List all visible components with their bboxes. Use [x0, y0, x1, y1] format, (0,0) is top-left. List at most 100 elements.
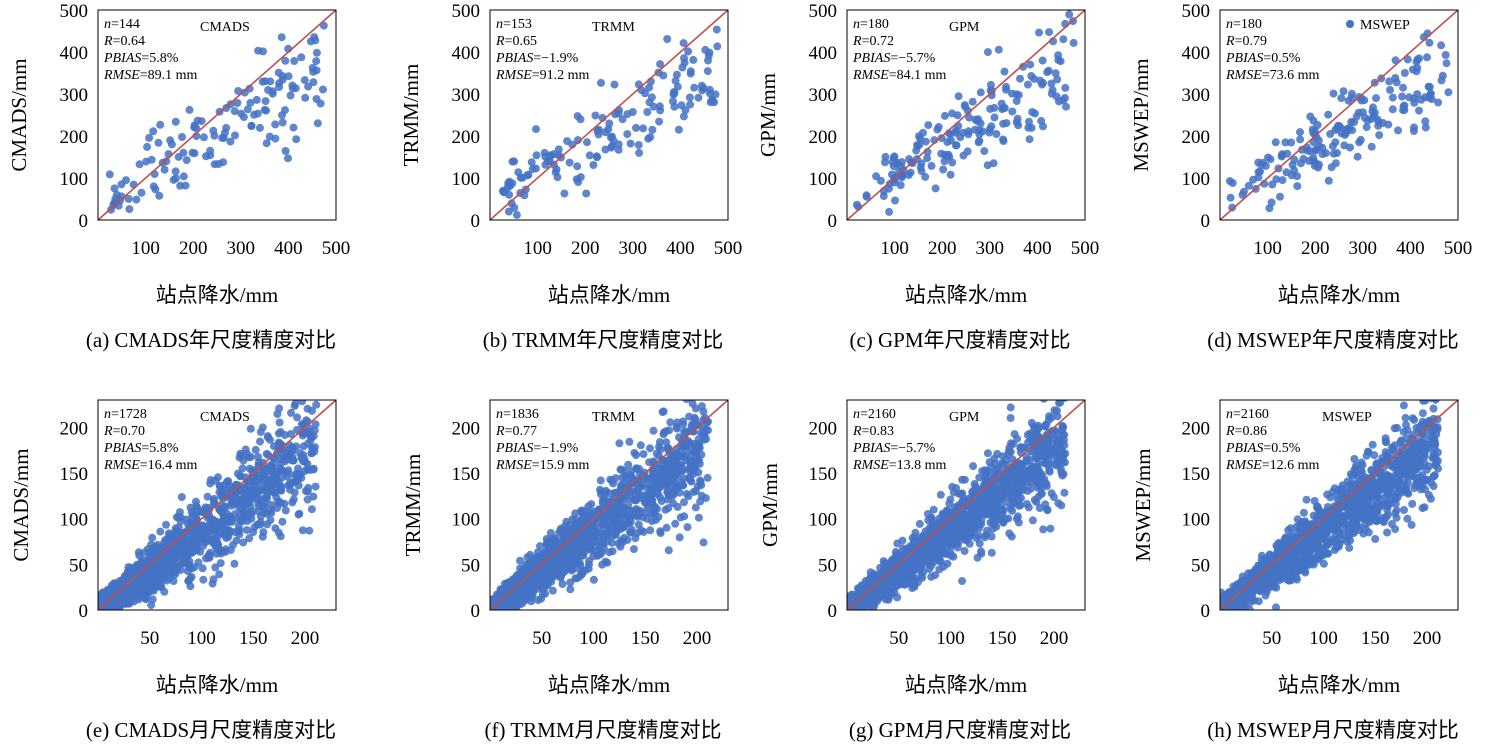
data-point: [617, 480, 626, 489]
data-point: [290, 57, 299, 65]
data-point: [284, 72, 293, 81]
data-point: [605, 548, 614, 557]
data-point: [958, 577, 967, 585]
data-point: [249, 528, 258, 537]
data-point: [254, 507, 263, 516]
data-point: [293, 413, 302, 422]
x-tick-label: 300: [227, 238, 256, 259]
data-point: [1244, 181, 1253, 190]
data-point: [631, 534, 640, 543]
data-point: [679, 420, 688, 429]
data-point: [703, 473, 712, 482]
data-point: [685, 412, 694, 421]
data-point: [187, 532, 196, 541]
data-point: [921, 137, 930, 146]
data-point: [1333, 149, 1341, 157]
data-point: [125, 598, 134, 607]
data-point: [245, 84, 254, 93]
data-point: [230, 559, 239, 568]
data-point: [166, 549, 175, 558]
data-point: [626, 513, 635, 522]
data-point: [986, 80, 995, 89]
data-point: [879, 192, 888, 200]
stat-rmse: RMSE=84.1 mm: [852, 68, 947, 83]
data-point: [606, 489, 615, 498]
data-point: [645, 83, 654, 92]
data-point: [548, 586, 557, 595]
data-point: [115, 577, 124, 586]
legend-label: TRMM: [592, 410, 635, 425]
data-point: [527, 158, 536, 167]
y-tick-label: 150: [452, 464, 481, 485]
y-tick-label: 100: [809, 169, 838, 190]
data-point: [975, 126, 984, 135]
scatter-panel-e: 50 100 150 200050100150200CMADS/mm站点降水/mm(e…: [9, 399, 337, 742]
data-point: [618, 496, 627, 505]
data-point: [960, 101, 969, 110]
data-point: [634, 520, 643, 529]
data-point: [680, 58, 689, 67]
data-point: [1367, 142, 1376, 151]
data-point: [281, 506, 290, 515]
data-point: [679, 39, 688, 48]
data-point: [532, 570, 541, 578]
data-point: [680, 498, 688, 507]
data-point: [311, 420, 320, 429]
data-point: [629, 545, 638, 554]
data-point: [306, 37, 315, 46]
data-point: [1415, 106, 1423, 115]
data-point: [589, 575, 598, 584]
stat-n: n=144: [104, 17, 140, 32]
data-point: [627, 525, 636, 534]
data-point: [663, 35, 672, 43]
data-point: [583, 138, 591, 147]
reference-line-1to1: [98, 400, 336, 610]
data-point: [271, 476, 280, 485]
data-point: [689, 55, 698, 64]
x-axis-title: 站点降水/mm: [548, 673, 671, 697]
data-point: [639, 124, 648, 133]
data-point: [219, 158, 228, 167]
data-point: [261, 77, 270, 86]
data-point: [306, 435, 315, 444]
data-point: [289, 478, 298, 487]
data-point: [683, 523, 692, 532]
data-point: [623, 130, 632, 139]
data-point: [1257, 160, 1266, 169]
data-point: [1239, 187, 1248, 196]
data-point: [576, 547, 585, 556]
y-tick-label: 0: [471, 601, 481, 622]
data-point: [607, 143, 616, 152]
data-point: [578, 506, 586, 515]
data-point: [211, 476, 220, 485]
data-point: [148, 533, 157, 542]
data-point: [647, 496, 656, 505]
y-tick-label: 400: [1182, 43, 1211, 64]
data-point: [1357, 96, 1366, 105]
plot-frame: [1219, 9, 1459, 221]
data-point: [1008, 107, 1017, 116]
data-point: [247, 121, 256, 130]
data-point: [666, 462, 675, 471]
data-point: [252, 95, 261, 104]
data-point: [298, 431, 307, 440]
data-point: [307, 505, 316, 514]
data-point: [216, 559, 225, 568]
data-point: [210, 538, 219, 547]
data-point: [298, 526, 307, 535]
data-point: [568, 526, 577, 535]
data-point: [1025, 135, 1034, 144]
data-point: [510, 157, 519, 166]
data-point: [552, 568, 561, 577]
data-point: [662, 523, 671, 532]
data-point: [1226, 193, 1235, 202]
data-point: [543, 581, 552, 590]
data-point: [185, 105, 194, 114]
data-point: [282, 468, 291, 477]
stat-r: R=0.77: [495, 424, 537, 439]
data-point: [1437, 76, 1446, 85]
data-point: [587, 500, 596, 509]
data-point: [555, 545, 564, 554]
legend-label: MSWEP: [1360, 18, 1410, 33]
legend: CMADS: [200, 410, 250, 425]
